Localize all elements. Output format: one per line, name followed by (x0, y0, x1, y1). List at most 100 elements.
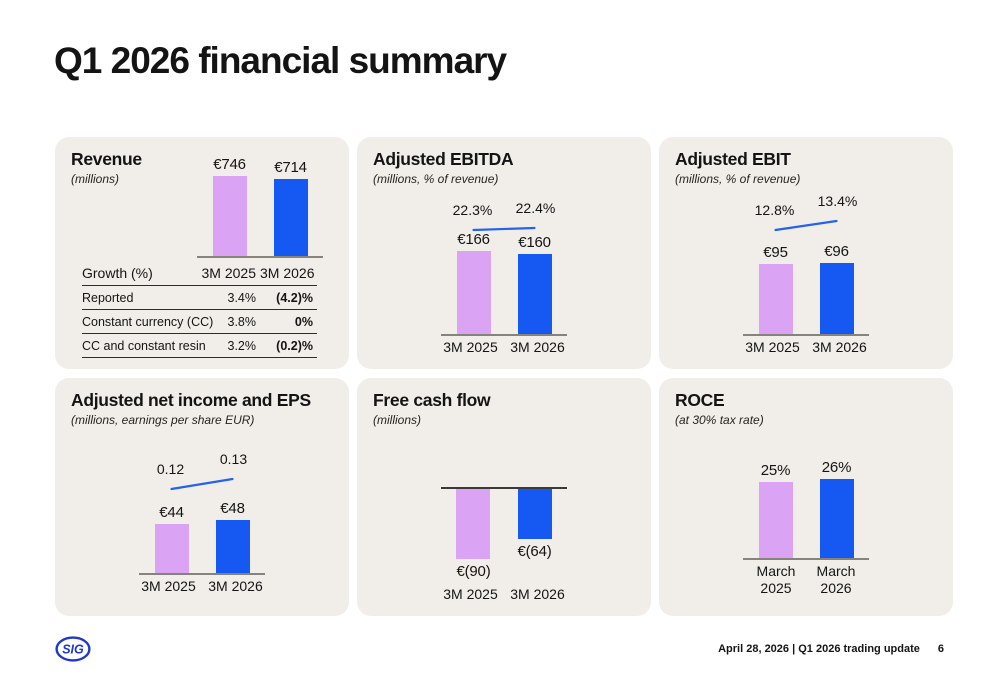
footer-date-line: April 28, 2026 | Q1 2026 trading update (718, 643, 920, 655)
panel-revenue: Revenue (millions) €746 €714 Growth (%) 3M … (55, 137, 349, 369)
page-number: 6 (937, 643, 944, 655)
bars-plot: €(90) €(64) (441, 489, 567, 583)
bar-value-label: €746 (213, 156, 246, 173)
table-cell: Reported (82, 285, 200, 310)
bars-plot: €95 €96 (743, 234, 869, 334)
free-cash-flow-chart: €(90) €(64) 3M 2025 3M 2026 (373, 487, 635, 602)
bar-3m-2025 (212, 176, 247, 256)
table-row: CC and constant resin 3.2% (0.2)% (82, 333, 317, 358)
table-row: Reported 3.4% (4.2)% (82, 285, 317, 310)
bars-plot: €746 €714 (197, 156, 323, 256)
table-row: Constant currency (CC) 3.8% 0% (82, 309, 317, 334)
panel-header: Adjusted EBITDA (millions, % of revenue) (373, 149, 635, 186)
trend-label: 22.3% (452, 202, 493, 218)
panel-subtitle: (at 30% tax rate) (675, 413, 764, 427)
x-axis-label: 3M 2025 (141, 578, 196, 594)
trend-overlay: 12.8% 13.4% (743, 193, 869, 234)
panel-header: Adjusted EBIT (millions, % of revenue) (675, 149, 937, 186)
x-axis-label: March 2025 (756, 563, 796, 596)
x-axis-label: 3M 2026 (510, 586, 565, 602)
panel-title: Revenue (71, 149, 142, 169)
trend-line (774, 219, 838, 232)
bar-3m-2026 (517, 489, 552, 539)
bar-value-label: 26% (821, 459, 852, 476)
bar-3m-2025 (154, 524, 189, 573)
bar-value-label: €96 (824, 243, 849, 260)
logo-text: SIG (62, 643, 84, 657)
bar-value-label: €714 (274, 159, 307, 176)
bar-group: €160 (517, 234, 552, 334)
footer-right: April 28, 2026 | Q1 2026 trading update … (718, 643, 944, 655)
trend-line (170, 477, 234, 491)
bars-plot: 25% 26% (743, 457, 869, 558)
sig-logo: SIG (55, 636, 91, 662)
bar-group: €95 (758, 244, 793, 334)
x-axis-label: 3M 2026 (510, 339, 565, 355)
axis-baseline (743, 334, 869, 336)
bar-3m-2025 (456, 251, 491, 334)
growth-table: Growth (%) 3M 2025 3M 2026 Reported 3.4% (4.2… (82, 259, 317, 358)
table-cell: (0.2)% (260, 333, 317, 358)
table-cell: 3.4% (200, 285, 260, 310)
x-axis-labels: 3M 2025 3M 2026 (441, 586, 567, 602)
x-axis-labels: 3M 2025 3M 2026 (139, 578, 265, 594)
x-axis-label: 3M 2025 (443, 586, 498, 602)
bar-value-label: €160 (518, 234, 551, 251)
table-header-cell: Growth (%) (82, 259, 200, 286)
trend-label: 0.12 (156, 461, 185, 477)
panel-title: Adjusted net income and EPS (71, 390, 311, 410)
panel-roce: ROCE (at 30% tax rate) 25% 26% March 2025 M… (659, 378, 953, 616)
adjusted-ebit-chart: 12.8% 13.4% €95 €96 3M 2025 3M 2026 (675, 193, 937, 355)
revenue-plot-area: €746 €714 (197, 156, 323, 258)
trend-label: 12.8% (754, 202, 795, 218)
bar-3m-2025 (456, 489, 491, 559)
bar-group: €166 (456, 231, 491, 334)
table-header-row: Growth (%) 3M 2025 3M 2026 (82, 259, 317, 286)
table-cell: (4.2)% (260, 285, 317, 310)
table-header-cell: 3M 2025 (200, 259, 260, 286)
axis-baseline (197, 256, 323, 258)
trend-overlay: 22.3% 22.4% (441, 200, 567, 234)
panel-title: Adjusted EBITDA (373, 149, 514, 169)
roce-plot-area: 25% 26% March 2025 March 2026 (743, 457, 869, 597)
panel-subtitle: (millions, % of revenue) (675, 172, 801, 186)
bar-march-2026 (819, 479, 854, 558)
x-axis-label: 3M 2026 (812, 339, 867, 355)
bar-3m-2026 (215, 520, 250, 573)
trend-overlay: 0.12 0.13 (139, 451, 265, 493)
bar-group: €746 (212, 156, 247, 256)
axis-baseline (441, 487, 567, 489)
panels-grid: Revenue (millions) €746 €714 Growth (%) 3M … (55, 137, 953, 616)
netincome-plot-area: 0.12 0.13 €44 €48 3M 2025 3M 2026 (139, 451, 265, 594)
panel-adjusted-ebitda: Adjusted EBITDA (millions, % of revenue)… (357, 137, 651, 369)
table-header-cell: 3M 2026 (260, 259, 317, 286)
x-axis-labels: March 2025 March 2026 (743, 563, 869, 597)
slide-footer: SIG April 28, 2026 | Q1 2026 trading upd… (55, 634, 944, 664)
table-cell: Constant currency (CC) (82, 309, 213, 334)
panel-subtitle: (millions) (373, 413, 421, 427)
x-axis-label: March 2026 (816, 563, 856, 596)
x-axis-label: 3M 2026 (208, 578, 263, 594)
trend-label: 22.4% (515, 200, 556, 216)
panel-title: Adjusted EBIT (675, 149, 791, 169)
roce-chart: 25% 26% March 2025 March 2026 (675, 457, 937, 597)
bar-value-label: €48 (220, 500, 245, 517)
x-axis-label: 3M 2025 (745, 339, 800, 355)
table-cell: 0% (260, 309, 317, 334)
adjusted-ebitda-chart: 22.3% 22.4% €166 €160 3M 2025 3M 2026 (373, 200, 635, 355)
trend-label: 0.13 (219, 451, 248, 467)
bar-3m-2026 (819, 263, 854, 334)
panel-net-income-eps: Adjusted net income and EPS (millions, e… (55, 378, 349, 616)
x-axis-labels: 3M 2025 3M 2026 (441, 339, 567, 355)
bar-group: €(90) (456, 489, 491, 580)
panel-title: Free cash flow (373, 390, 491, 410)
x-axis-label: 3M 2025 (443, 339, 498, 355)
bar-march-2025 (758, 482, 793, 558)
panel-adjusted-ebit: Adjusted EBIT (millions, % of revenue) 1… (659, 137, 953, 369)
panel-header: Revenue (millions) (71, 149, 333, 186)
bar-group: 26% (819, 459, 854, 558)
bar-value-label: €44 (159, 504, 184, 521)
bar-3m-2026 (273, 179, 308, 256)
logo-oval (55, 636, 91, 662)
